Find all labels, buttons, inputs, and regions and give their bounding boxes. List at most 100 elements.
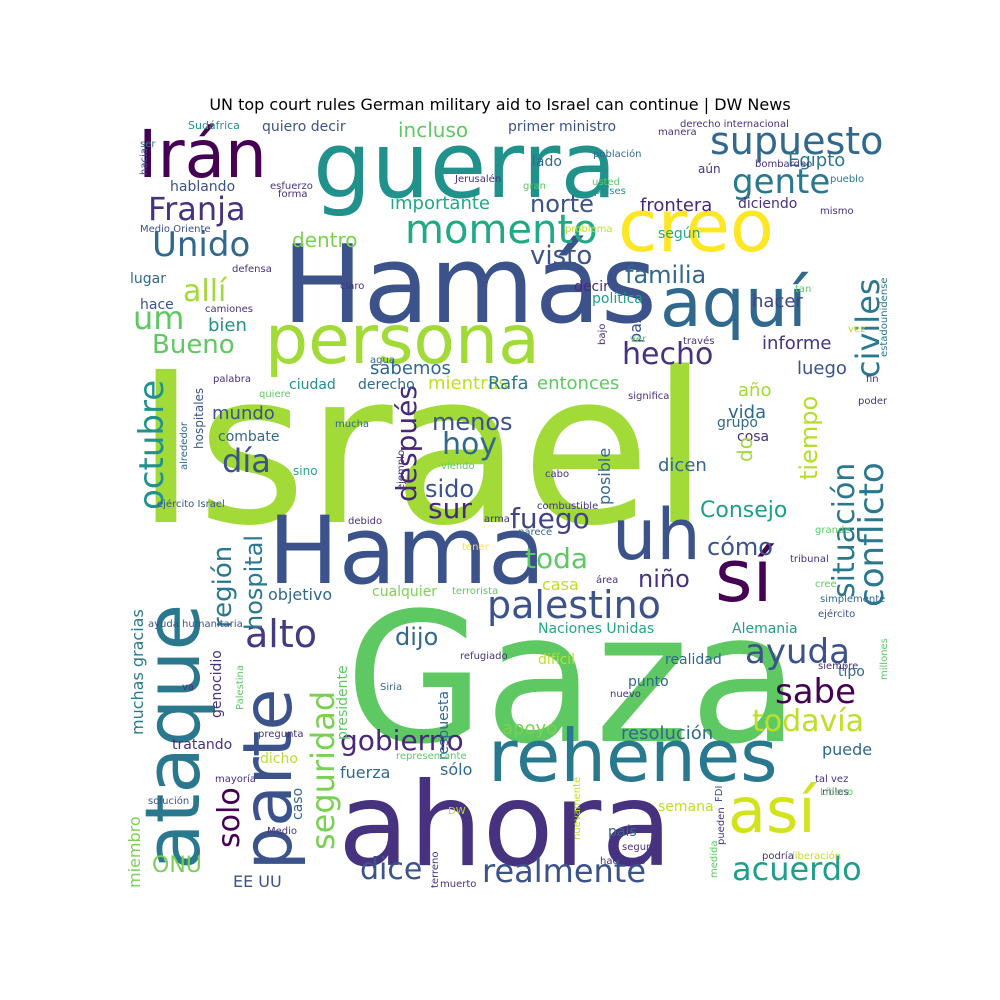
cloud-word: países xyxy=(594,186,626,197)
cloud-word: miembro xyxy=(125,816,144,888)
cloud-word: Gaza xyxy=(345,575,800,784)
cloud-word: cualquier xyxy=(372,584,438,600)
cloud-word: persona xyxy=(265,301,540,380)
cloud-word: dice xyxy=(360,852,423,887)
cloud-word: menos xyxy=(432,408,513,436)
cloud-word: siempre xyxy=(818,661,859,672)
cloud-word: ejemplo xyxy=(396,449,407,490)
cloud-word: gran xyxy=(523,181,546,192)
cloud-word: través xyxy=(683,336,715,347)
cloud-word: norte xyxy=(530,190,594,218)
cloud-word: muchas gracias xyxy=(128,609,147,735)
cloud-word: Naciones Unidas xyxy=(538,621,655,637)
cloud-word: tal vez xyxy=(815,774,849,785)
cloud-word: parece xyxy=(518,527,553,538)
cloud-word: millones xyxy=(879,638,890,680)
cloud-word: Medio Oriente xyxy=(140,224,211,235)
cloud-word: EE UU xyxy=(233,872,282,891)
cloud-word: solución xyxy=(148,796,190,807)
cloud-word: dijo xyxy=(395,623,439,651)
cloud-word: visto xyxy=(530,241,593,271)
cloud-word: mayoría xyxy=(215,774,256,785)
cloud-word: momento xyxy=(405,207,598,253)
cloud-word: mundo xyxy=(212,403,275,424)
cloud-word: ejército xyxy=(818,609,856,620)
cloud-word: aquí xyxy=(660,264,807,343)
cloud-word: seguro xyxy=(622,842,657,853)
cloud-word: Hamás xyxy=(282,223,658,348)
cloud-word: supuesto xyxy=(710,119,884,163)
cloud-word: cabo xyxy=(545,469,570,480)
cloud-word: objetivo xyxy=(268,585,333,604)
cloud-word: ONU xyxy=(152,853,202,878)
cloud-word: acuerdo xyxy=(732,850,862,888)
cloud-word: refugiado xyxy=(460,651,508,662)
cloud-word: usted xyxy=(592,177,620,188)
cloud-word: mientras xyxy=(428,373,508,394)
cloud-word: viendo xyxy=(441,461,475,472)
cloud-word: posible xyxy=(595,447,614,505)
cloud-word: do xyxy=(733,437,757,462)
cloud-word: punto xyxy=(628,674,669,690)
cloud-word: alto xyxy=(245,612,317,656)
cloud-word: realidad xyxy=(665,652,722,668)
cloud-word: manera xyxy=(658,127,697,138)
cloud-word: sí xyxy=(715,534,773,618)
cloud-word: representante xyxy=(396,751,467,762)
cloud-word: Líbano xyxy=(820,787,854,798)
cloud-word: sólo xyxy=(440,760,473,779)
cloud-word: política xyxy=(592,291,643,307)
cloud-word: bajo xyxy=(597,323,608,345)
cloud-word: sido xyxy=(425,475,475,503)
cloud-word: ayuda humanitaria xyxy=(148,619,243,630)
cloud-word: tan xyxy=(795,284,812,295)
cloud-word: mismo xyxy=(820,206,854,217)
cloud-word: cree xyxy=(815,579,837,590)
cloud-word: combate xyxy=(218,429,280,445)
cloud-word: sabemos xyxy=(370,358,451,379)
cloud-word: Rafa xyxy=(488,373,529,394)
cloud-word: alrededor xyxy=(179,421,190,470)
cloud-word: significa xyxy=(628,391,670,402)
cloud-word: luego xyxy=(797,358,847,379)
cloud-word: resolución xyxy=(621,723,714,744)
cloud-word: terrorista xyxy=(452,586,499,597)
cloud-word: caso xyxy=(290,787,306,820)
cloud-word: creo xyxy=(618,184,774,268)
cloud-word: año xyxy=(738,380,772,401)
cloud-word: Irán xyxy=(138,116,267,193)
cloud-word: sur xyxy=(428,492,472,525)
cloud-word: todavía xyxy=(752,704,865,739)
cloud-word: guerra xyxy=(313,112,617,219)
cloud-word: Bueno xyxy=(152,330,235,360)
cloud-word: hecho xyxy=(622,337,714,372)
cloud-word: toda xyxy=(525,542,589,575)
cloud-word: octubre xyxy=(132,379,172,510)
cloud-word: mucha xyxy=(335,419,370,430)
cloud-word: muerto xyxy=(440,879,477,890)
cloud-word: informe xyxy=(762,333,832,354)
cloud-word: quiere xyxy=(259,389,291,400)
cloud-word: Palestina xyxy=(235,664,246,710)
cloud-word: um xyxy=(133,299,185,337)
cloud-word: palabra xyxy=(213,374,251,385)
cloud-word: incluso xyxy=(398,118,469,142)
cloud-word: así xyxy=(728,774,816,847)
cloud-word: ser xyxy=(140,139,156,150)
cloud-word: ejército Israel xyxy=(157,499,225,510)
cloud-word: Israel xyxy=(135,327,709,572)
cloud-word: simplemente xyxy=(820,594,886,605)
cloud-word: poder xyxy=(858,396,888,407)
cloud-word: bombardeo xyxy=(755,159,813,170)
cloud-word: solo xyxy=(212,787,247,848)
cloud-word: nuevamente xyxy=(572,776,583,840)
cloud-word: Jerusalén xyxy=(455,174,502,185)
cloud-word: diciendo xyxy=(738,196,798,212)
cloud-word: dentro xyxy=(292,228,358,252)
cloud-word: puede xyxy=(822,740,873,759)
cloud-word: hacia xyxy=(139,148,150,175)
cloud-word: miles xyxy=(822,787,849,798)
cloud-word: estadounidense xyxy=(879,277,890,357)
cloud-word: vez xyxy=(848,324,866,335)
